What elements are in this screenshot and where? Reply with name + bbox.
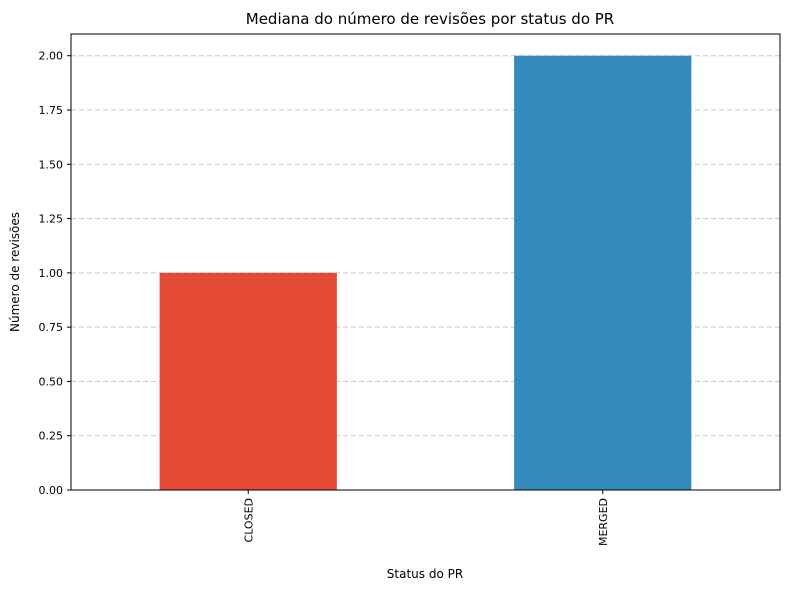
y-tick-label: 0.75 [39, 321, 64, 334]
bar-closed [159, 272, 337, 490]
y-tick-label: 1.50 [39, 158, 64, 171]
y-tick-label: 1.00 [39, 267, 64, 280]
x-axis-ticks: CLOSED MERGED [242, 490, 610, 546]
y-tick-label: 0.25 [39, 430, 64, 443]
bar-merged [514, 55, 692, 490]
bars [159, 55, 692, 490]
x-tick-label: CLOSED [242, 498, 255, 542]
y-tick-label: 0.50 [39, 375, 64, 388]
y-tick-label: 1.75 [39, 104, 64, 117]
chart-title: Mediana do número de revisões por status… [246, 10, 614, 28]
y-axis-ticks: 0.00 0.25 0.50 0.75 1.00 1.25 1.50 1.75 2.00 [39, 50, 71, 497]
axes-frame [70, 33, 781, 491]
y-tick-label: 2.00 [39, 50, 64, 63]
x-axis-label: Status do PR [387, 567, 463, 581]
y-axis-label: Número de revisões [8, 212, 22, 332]
y-tick-label: 0.00 [39, 484, 64, 497]
y-tick-label: 1.25 [39, 213, 64, 226]
x-tick-label: MERGED [597, 498, 610, 546]
